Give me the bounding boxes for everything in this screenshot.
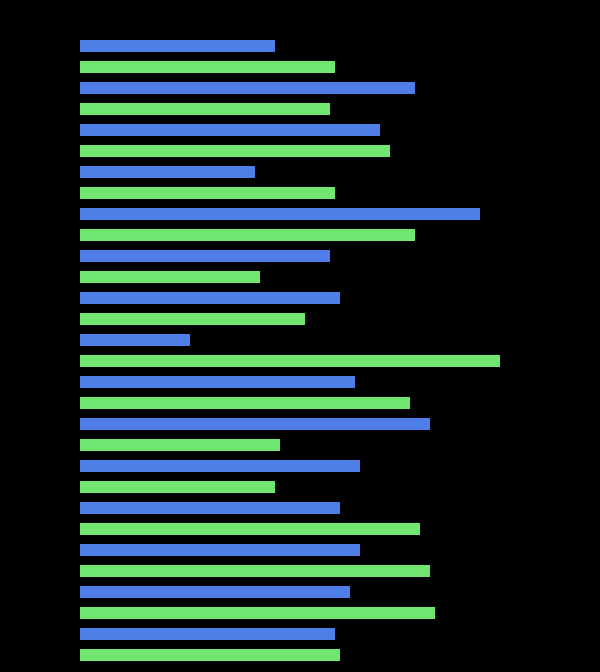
bar-27 [80,607,435,619]
bar-12 [80,292,340,304]
bar-17 [80,397,410,409]
bar-14 [80,334,190,346]
bar-25 [80,565,430,577]
bar-9 [80,229,415,241]
bar-3 [80,103,330,115]
bar-20 [80,460,360,472]
bar-0 [80,40,275,52]
bar-16 [80,376,355,388]
bar-15 [80,355,500,367]
bar-7 [80,187,335,199]
bar-13 [80,313,305,325]
bar-5 [80,145,390,157]
bar-18 [80,418,430,430]
bar-19 [80,439,280,451]
bar-28 [80,628,335,640]
bar-1 [80,61,335,73]
bar-2 [80,82,415,94]
bar-22 [80,502,340,514]
bar-21 [80,481,275,493]
bar-29 [80,649,340,661]
bar-10 [80,250,330,262]
horizontal-bar-chart [0,0,600,672]
bar-11 [80,271,260,283]
bar-23 [80,523,420,535]
bar-4 [80,124,380,136]
bar-8 [80,208,480,220]
bar-26 [80,586,350,598]
bar-24 [80,544,360,556]
bar-6 [80,166,255,178]
